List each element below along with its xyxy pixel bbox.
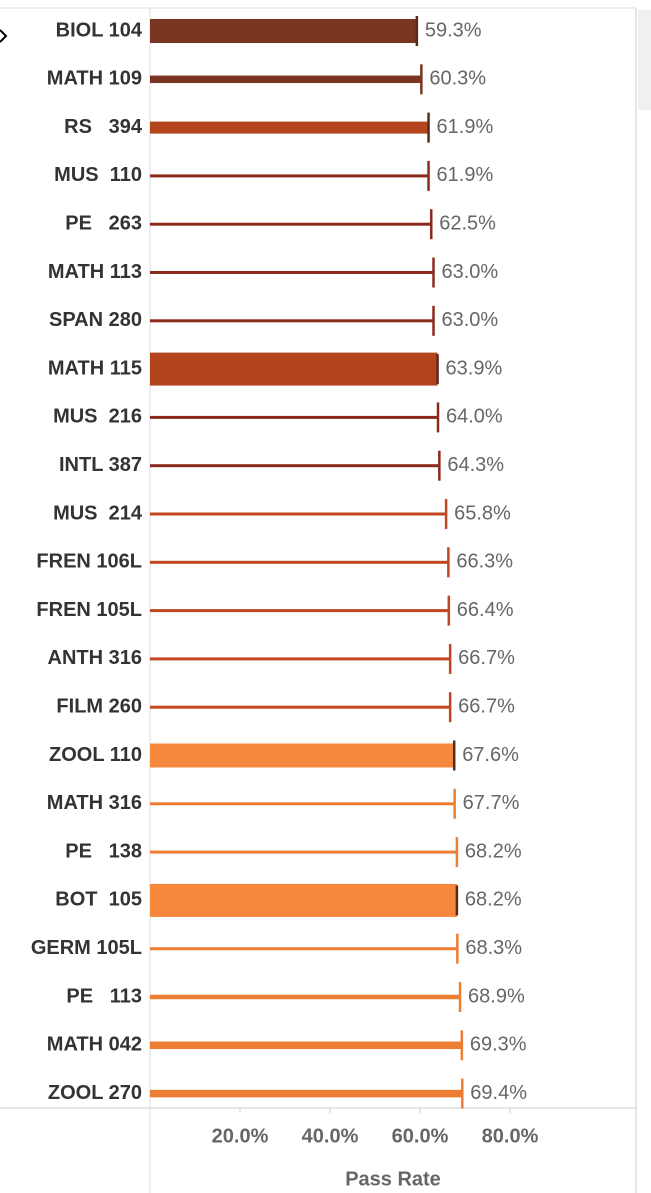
value-label: 68.3%	[465, 937, 522, 959]
value-label: 64.3%	[447, 454, 504, 476]
value-label: 68.9%	[468, 985, 525, 1007]
value-label: 67.6%	[462, 744, 519, 766]
y-tick-label: MUS 216	[53, 406, 142, 428]
bar	[150, 560, 449, 564]
bar	[150, 609, 449, 613]
y-tick-label: MUS 110	[54, 164, 142, 186]
bar	[150, 19, 417, 43]
value-label: 62.5%	[439, 212, 496, 234]
bar	[150, 319, 434, 323]
y-tick-label: MATH 113	[48, 261, 142, 283]
y-tick-label: BIOL 104	[56, 19, 143, 41]
y-tick-label: SPAN 280	[49, 309, 142, 331]
bar	[150, 222, 432, 226]
y-tick-label: ZOOL 270	[48, 1082, 142, 1104]
y-tick-label: PE 113	[66, 985, 142, 1007]
bar	[150, 512, 447, 516]
y-tick-label: ANTH 316	[48, 647, 142, 669]
value-label: 69.4%	[470, 1082, 527, 1104]
value-label: 61.9%	[437, 116, 494, 138]
x-tick-label: 80.0%	[482, 1125, 539, 1147]
value-label: 63.9%	[446, 357, 503, 379]
x-tick-label: 20.0%	[212, 1125, 269, 1147]
bar	[150, 994, 461, 1000]
bar	[150, 75, 422, 84]
y-tick-label: RS 394	[64, 116, 143, 138]
bar	[150, 271, 434, 274]
bar	[150, 850, 457, 854]
value-label: 69.3%	[470, 1034, 527, 1056]
bar	[150, 743, 455, 768]
value-label: 64.0%	[446, 406, 503, 428]
y-tick-label: MATH 316	[47, 792, 142, 814]
value-label: 61.9%	[437, 164, 494, 186]
y-tick-label: INTL 387	[59, 454, 142, 476]
bar	[150, 705, 451, 709]
row-pointer	[0, 29, 8, 43]
y-tick-label: ZOOL 110	[49, 744, 142, 766]
y-tick-label: MATH 042	[47, 1034, 142, 1056]
value-label: 66.7%	[458, 695, 515, 717]
value-label: 68.2%	[465, 889, 522, 911]
bar	[150, 352, 438, 386]
y-tick-label: GERM 105L	[31, 937, 142, 959]
bar	[150, 464, 440, 468]
y-tick-label: PE 138	[65, 840, 142, 862]
x-tick-label: 60.0%	[392, 1125, 449, 1147]
value-label: 67.7%	[463, 792, 520, 814]
y-tick-label: MUS 214	[53, 502, 143, 524]
bar	[150, 802, 455, 806]
value-label: 66.3%	[456, 551, 513, 573]
x-tick-label: 40.0%	[302, 1125, 359, 1147]
y-tick-label: FREN 105L	[36, 599, 142, 621]
y-tick-label: BOT 105	[55, 889, 142, 911]
bar	[150, 1041, 462, 1050]
value-label: 68.2%	[465, 840, 522, 862]
bar	[150, 883, 457, 917]
value-label: 59.3%	[425, 19, 482, 41]
bar	[150, 657, 451, 661]
bar	[150, 415, 438, 419]
y-tick-label: PE 263	[65, 212, 142, 234]
bar	[150, 1089, 463, 1098]
value-label: 63.0%	[442, 261, 499, 283]
bar	[150, 121, 429, 134]
value-label: 66.4%	[457, 599, 514, 621]
y-tick-label: FILM 260	[56, 695, 142, 717]
scrollbar[interactable]	[638, 10, 651, 110]
x-axis-title: Pass Rate	[345, 1168, 441, 1190]
bar	[150, 174, 429, 178]
value-label: 60.3%	[429, 68, 486, 90]
value-label: 65.8%	[454, 502, 511, 524]
value-label: 66.7%	[458, 647, 515, 669]
y-tick-label: FREN 106L	[36, 551, 142, 573]
y-tick-label: MATH 115	[48, 357, 142, 379]
value-label: 63.0%	[442, 309, 499, 331]
y-tick-label: MATH 109	[47, 68, 142, 90]
bar	[150, 947, 458, 951]
